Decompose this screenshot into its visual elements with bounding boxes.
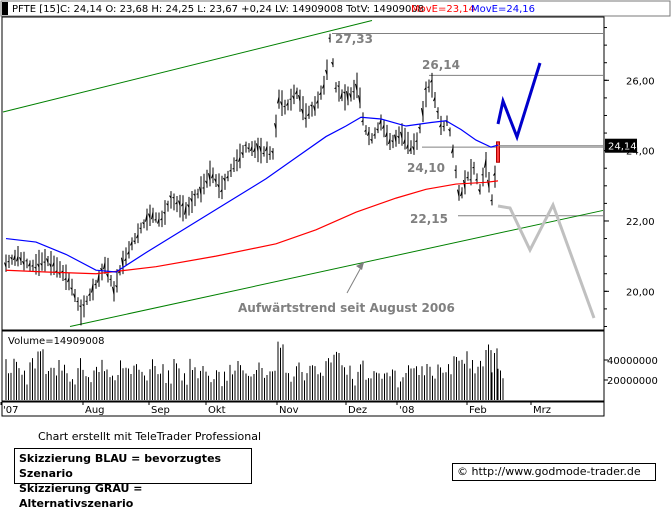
x-tick-label: Feb	[469, 405, 487, 416]
y-tick-label: 26,00	[626, 76, 655, 87]
x-tick-label: Dez	[348, 405, 367, 416]
x-tick-label: Okt	[208, 405, 226, 416]
x-tick-label: '07	[3, 405, 18, 416]
price-panel	[2, 17, 604, 330]
price-bar-open	[467, 177, 469, 178]
price-annotation: 24,10	[407, 161, 445, 175]
stock-chart: PFTE [15] C: 24,14 O: 23,68 H: 24,25 L: …	[0, 0, 671, 496]
volume-tick-label: 40000000	[607, 356, 658, 367]
x-tick-label: Sep	[151, 405, 170, 416]
x-tick-label: Mrz	[533, 405, 551, 416]
price-bar-open	[197, 194, 199, 195]
scenario-legend: Skizzierung BLAU = bevorzugtes Szenario …	[14, 448, 252, 484]
ma-label-blue: MovE=24,16	[471, 4, 535, 15]
price-annotation: 27,33	[335, 32, 373, 46]
source-link[interactable]: © http://www.godmode-trader.de	[452, 463, 656, 481]
chart-stats: C: 24,14 O: 23,68 H: 24,25 L: 23,67 +0,2…	[60, 4, 424, 15]
legend-gray: Skizzierung GRAU = Alternativszenario	[19, 481, 247, 511]
price-bar-open	[155, 219, 157, 220]
price-bar-open	[77, 301, 79, 302]
x-tick-label: Nov	[279, 405, 299, 416]
ma-label-red: MovE=23,14	[411, 4, 475, 15]
trend-annotation: Aufwärtstrend seit August 2006	[238, 301, 455, 315]
volume-tick-label: 20000000	[607, 376, 658, 387]
x-tick-label: Aug	[85, 405, 105, 416]
x-tick-label: '08	[399, 405, 414, 416]
price-annotation: 22,15	[410, 212, 448, 226]
legend-blue: Skizzierung BLAU = bevorzugtes Szenario	[19, 451, 247, 481]
y-tick-label: 22,00	[626, 217, 655, 228]
price-bar-open	[335, 88, 337, 89]
y-tick-label: 24,00	[626, 147, 655, 158]
footer-credit: Chart erstellt mit TeleTrader Profession…	[38, 430, 261, 443]
price-bar-open	[455, 170, 457, 171]
volume-label: Volume=14909008	[8, 336, 104, 347]
price-bar-open	[245, 145, 247, 146]
price-bar-open	[428, 87, 430, 88]
y-tick-label: 20,00	[626, 287, 655, 298]
price-annotation: 26,14	[422, 58, 460, 72]
chart-symbol: PFTE [15]	[12, 4, 60, 15]
